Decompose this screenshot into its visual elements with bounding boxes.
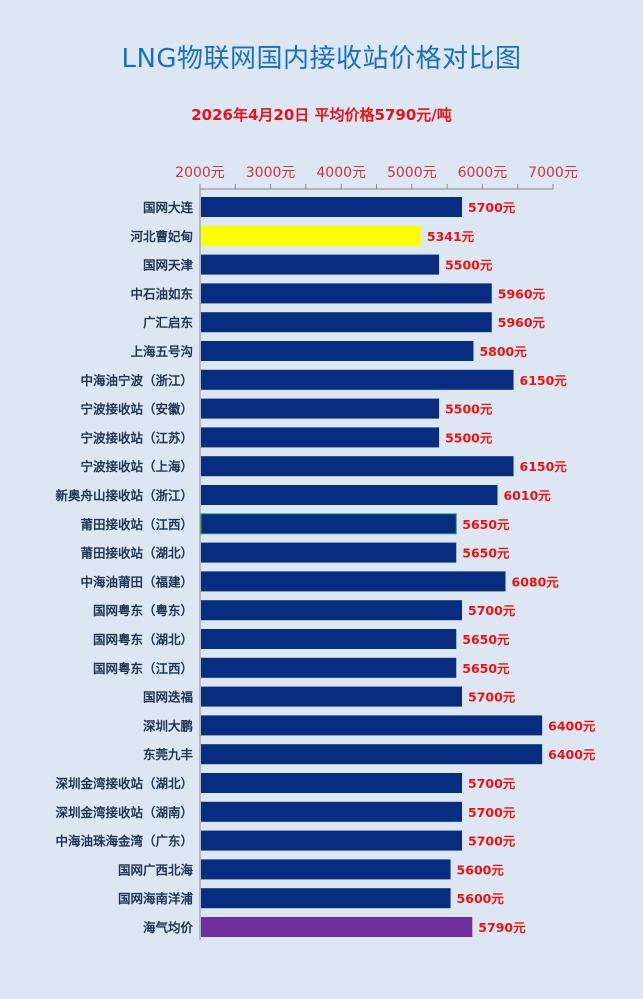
bar: [201, 369, 514, 390]
category-label: 中石油如东: [130, 286, 193, 301]
category-label: 国网广西北海: [118, 862, 194, 877]
data-label: 5800元: [479, 344, 527, 359]
data-label: 6150元: [520, 373, 568, 388]
bar: [201, 657, 457, 678]
bar: [201, 773, 462, 793]
data-label: 6400元: [548, 718, 596, 733]
data-label: 5650元: [462, 546, 510, 561]
bar: [201, 456, 514, 477]
category-label: 中海油莆田（福建）: [80, 574, 193, 589]
data-label: 5600元: [457, 891, 505, 906]
bar: [201, 254, 440, 275]
chart-subtitle: 2026年4月20日 平均价格5790元/吨: [191, 106, 452, 124]
category-label: 海气均价: [143, 920, 194, 935]
bar: [201, 542, 457, 563]
data-label: 5700元: [468, 200, 516, 215]
data-label: 5650元: [462, 632, 510, 647]
bar: [201, 398, 440, 419]
category-label: 宁波接收站（江苏）: [80, 430, 193, 445]
data-label: 5600元: [457, 862, 505, 877]
bar: [201, 197, 462, 217]
bar: [201, 312, 492, 333]
bar: [201, 801, 462, 822]
data-label: 5700元: [468, 834, 516, 849]
category-label: 国网粤东（江西）: [93, 661, 193, 676]
bar: [201, 629, 457, 649]
bar: [201, 225, 421, 246]
bar: [201, 427, 440, 448]
category-label: 深圳金湾接收站（湖南）: [55, 805, 193, 820]
bar: [201, 283, 492, 304]
bar: [201, 830, 462, 851]
category-label: 河北曹妃甸: [130, 229, 193, 244]
category-label: 中海油宁波（浙江）: [80, 373, 193, 388]
category-label: 莆田接收站（江西）: [80, 517, 193, 532]
category-label: 宁波接收站（上海）: [80, 459, 193, 474]
bar: [201, 600, 462, 621]
data-label: 6150元: [520, 459, 568, 474]
category-label: 国网海南洋浦: [118, 891, 194, 906]
data-label: 5700元: [468, 603, 516, 618]
data-label: 5790元: [478, 920, 526, 935]
data-label: 6010元: [503, 488, 551, 503]
bar: [201, 744, 543, 765]
category-label: 深圳大鹏: [143, 718, 193, 733]
category-label: 中海油珠海金湾（广东）: [55, 834, 193, 849]
data-label: 5960元: [498, 315, 546, 330]
bar: [201, 341, 474, 361]
category-label: 国网天津: [143, 258, 194, 273]
data-label: 5700元: [468, 805, 516, 820]
x-tick-label: 5000元: [387, 165, 437, 181]
category-label: 深圳金湾接收站（湖北）: [55, 776, 193, 791]
data-label: 5341元: [427, 229, 475, 244]
category-label: 广汇启东: [143, 315, 194, 330]
category-label: 东莞九丰: [143, 747, 194, 762]
data-label: 5960元: [498, 286, 546, 301]
data-label: 5500元: [445, 258, 493, 273]
bar: [201, 917, 473, 937]
bar: [201, 715, 543, 736]
data-label: 5500元: [445, 430, 493, 445]
category-label: 国网大连: [143, 200, 194, 215]
category-label: 国网迭福: [143, 690, 194, 705]
chart-title: LNG物联网国内接收站价格对比图: [121, 44, 522, 74]
data-label: 5650元: [462, 661, 510, 676]
bar: [201, 859, 451, 880]
data-label: 5650元: [462, 517, 510, 532]
data-label: 6080元: [512, 574, 560, 589]
bar: [201, 485, 498, 505]
x-tick-label: 4000元: [316, 165, 366, 181]
bar: [201, 888, 451, 909]
category-label: 国网粤东（粤东）: [93, 603, 193, 618]
x-tick-label: 2000元: [175, 165, 225, 181]
x-tick-label: 3000元: [246, 165, 296, 181]
data-label: 6400元: [548, 747, 596, 762]
category-label: 国网粤东（湖北）: [93, 632, 193, 647]
x-tick-label: 6000元: [458, 165, 508, 181]
data-label: 5700元: [468, 690, 516, 705]
category-label: 新奥舟山接收站（浙江）: [55, 488, 193, 503]
data-label: 5700元: [468, 776, 516, 791]
category-label: 宁波接收站（安徽）: [80, 402, 193, 417]
category-label: 莆田接收站（湖北）: [80, 546, 193, 561]
data-label: 5500元: [445, 402, 493, 417]
bar: [201, 571, 506, 592]
category-label: 上海五号沟: [130, 344, 193, 359]
x-tick-label: 7000元: [528, 165, 578, 181]
bar: [201, 686, 462, 707]
bar: [200, 513, 457, 535]
